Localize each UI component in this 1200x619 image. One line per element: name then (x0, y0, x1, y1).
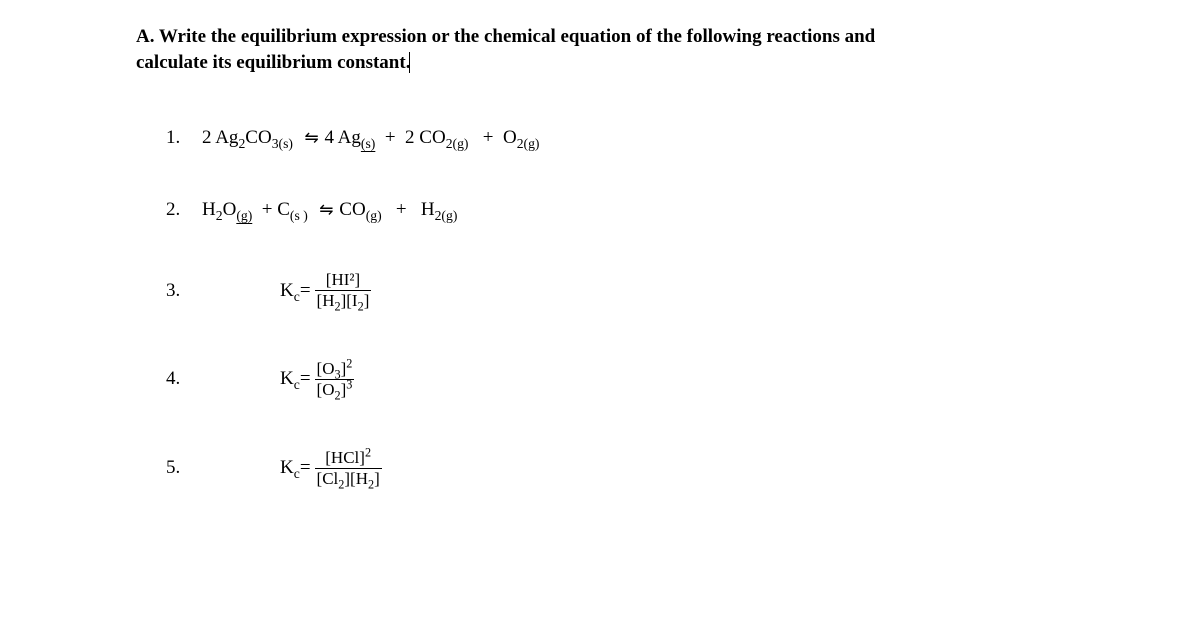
problem-1: 1. 2 Ag2CO3(s) ⇋ 4 Ag(s) + 2 CO2(g) + O2… (166, 127, 1200, 149)
fraction: [HCl]2 [Cl2][H2] (315, 449, 382, 488)
kc-symbol: Kc= [HI²] [H2][I2] (280, 271, 371, 310)
section-instruction: A. Write the equilibrium expression or t… (136, 24, 996, 75)
kc-symbol: Kc= [O3]2 [O2]3 (280, 360, 354, 399)
denominator: [O2]3 (315, 379, 355, 399)
denominator: [Cl2][H2] (315, 468, 382, 488)
numerator: [HCl]2 (323, 449, 373, 468)
term: O2(g) (503, 127, 540, 149)
plus: + (262, 199, 273, 221)
kc-expression: Kc= [HI²] [H2][I2] (280, 271, 371, 310)
problem-3: 3. Kc= [HI²] [H2][I2] (166, 271, 1200, 310)
numerator: [O3]2 (315, 360, 355, 379)
instruction-line-2: calculate its equilibrium constant. (136, 52, 410, 73)
term: 2 CO2(g) (405, 127, 468, 149)
problem-4: 4. Kc= [O3]2 [O2]3 (166, 360, 1200, 399)
problems-list: 1. 2 Ag2CO3(s) ⇋ 4 Ag(s) + 2 CO2(g) + O2… (136, 127, 1200, 487)
text-cursor (409, 52, 410, 73)
term: 4 Ag(s) (324, 127, 375, 149)
kc-expression: Kc= [HCl]2 [Cl2][H2] (280, 449, 382, 488)
instruction-line-1: A. Write the equilibrium expression or t… (136, 26, 875, 47)
problem-number: 3. (166, 280, 202, 302)
numerator: [HI²] (324, 271, 362, 290)
fraction: [O3]2 [O2]3 (315, 360, 355, 399)
term: H2(g) (421, 199, 458, 221)
problem-number: 1. (166, 127, 202, 149)
kc-expression: Kc= [O3]2 [O2]3 (280, 360, 354, 399)
problem-number: 5. (166, 457, 202, 479)
problem-2: 2. H2O(g) + C(s ) ⇋ CO(g) + H2(g) (166, 199, 1200, 221)
term: H2O(g) (202, 199, 252, 221)
equilibrium-arrow: ⇋ (304, 128, 315, 148)
equation: H2O(g) + C(s ) ⇋ CO(g) + H2(g) (202, 199, 457, 221)
plus: + (483, 127, 494, 149)
kc-symbol: Kc= [HCl]2 [Cl2][H2] (280, 449, 382, 488)
plus: + (396, 199, 407, 221)
term: CO(g) (339, 199, 381, 221)
problem-number: 2. (166, 199, 202, 221)
problem-5: 5. Kc= [HCl]2 [Cl2][H2] (166, 449, 1200, 488)
problem-number: 4. (166, 368, 202, 390)
plus: + (385, 127, 396, 149)
denominator: [H2][I2] (315, 290, 372, 310)
term: C(s ) (277, 199, 308, 221)
equilibrium-arrow: ⇋ (319, 200, 330, 220)
equation: 2 Ag2CO3(s) ⇋ 4 Ag(s) + 2 CO2(g) + O2(g) (202, 127, 539, 149)
fraction: [HI²] [H2][I2] (315, 271, 372, 310)
term: 2 Ag2CO3(s) (202, 127, 293, 149)
